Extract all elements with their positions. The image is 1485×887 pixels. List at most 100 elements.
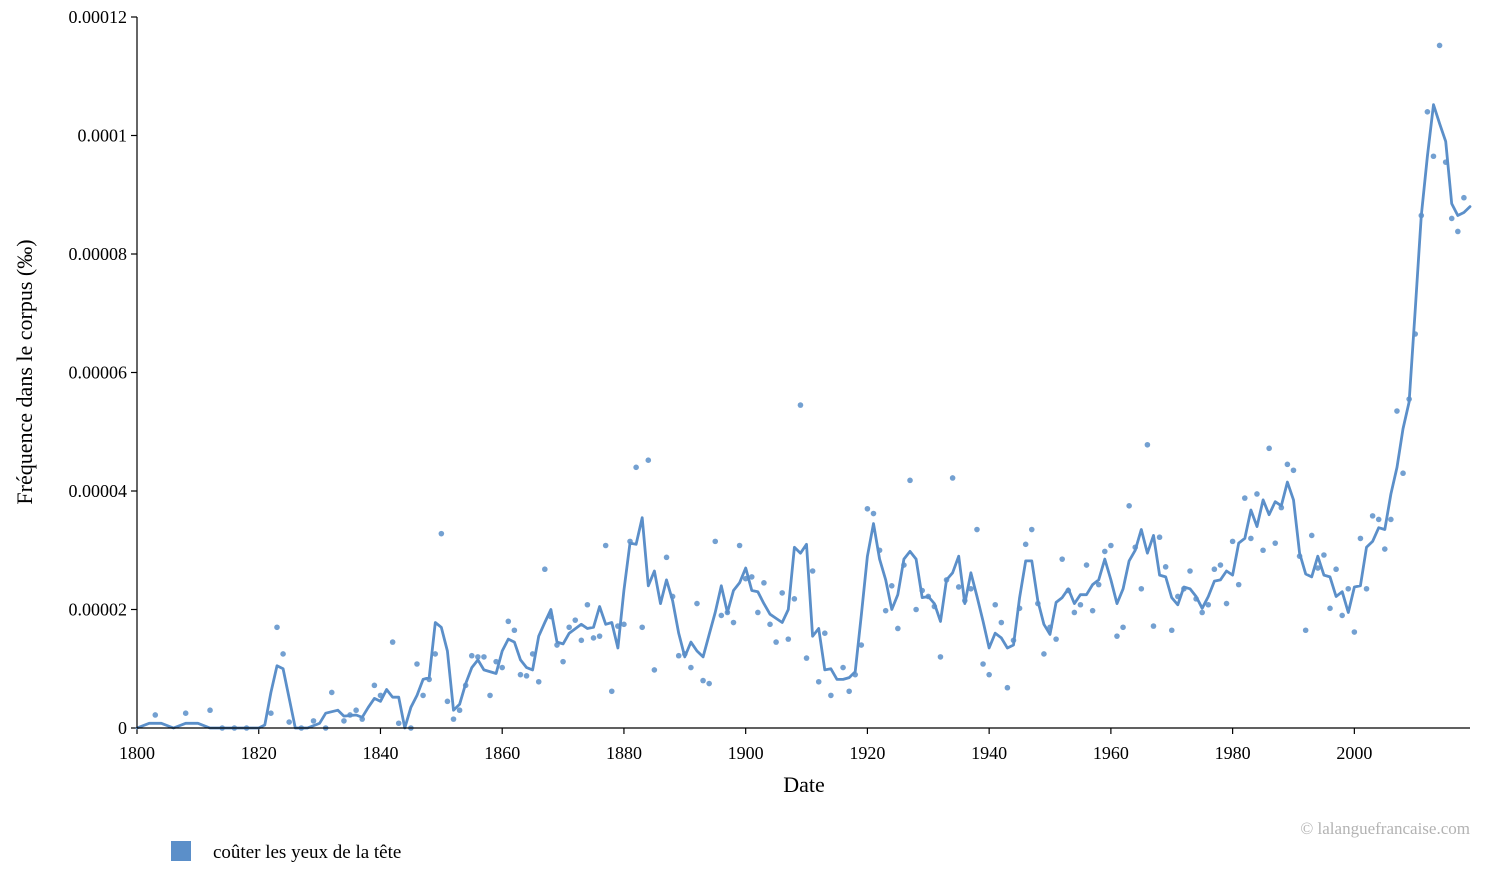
data-point (1095, 581, 1102, 588)
data-point (998, 619, 1005, 626)
data-point (694, 600, 700, 607)
data-point (1357, 535, 1364, 542)
y-axis-ticks: 0 0.00002 0.00004 0.00006 0.00008 0.0001 0.000… (69, 7, 137, 738)
data-point (761, 580, 767, 586)
x-axis-title: Date (783, 772, 825, 797)
data-point (590, 635, 597, 641)
data-point (1315, 565, 1321, 571)
data-point (1059, 556, 1065, 562)
data-point (1369, 513, 1376, 519)
data-point (1461, 194, 1467, 201)
x-axis-ticks: 1800 1820 1840 1860 1880 1900 1920 1940 1960 1980… (119, 728, 1372, 763)
data-point (1388, 516, 1394, 523)
data-point (542, 566, 548, 573)
legend-swatch (171, 841, 191, 861)
data-point (949, 475, 956, 481)
x-tick-label: 1820 (241, 743, 277, 763)
x-tick-label: 1980 (1215, 743, 1251, 763)
data-point (955, 584, 962, 590)
data-point (767, 621, 773, 628)
data-point (1126, 503, 1132, 509)
data-point (1004, 684, 1011, 691)
data-point (828, 692, 834, 699)
data-point (420, 692, 426, 699)
data-point (450, 716, 457, 722)
data-point (888, 583, 895, 589)
data-point (1199, 609, 1205, 616)
data-point (675, 652, 682, 659)
data-point (389, 639, 396, 645)
data-point (395, 720, 402, 727)
data-point (517, 671, 524, 678)
data-point (207, 707, 213, 714)
data-point (1041, 651, 1047, 657)
data-point (1339, 612, 1345, 619)
data-point (1187, 568, 1193, 574)
data-point (1345, 585, 1352, 592)
data-point (414, 661, 420, 667)
data-point (444, 698, 451, 705)
data-point (980, 661, 986, 667)
data-point (560, 658, 566, 665)
data-point (1114, 633, 1120, 639)
x-tick-label: 2000 (1336, 743, 1372, 763)
data-point (572, 617, 579, 623)
data-point (1455, 228, 1461, 235)
data-point (864, 505, 871, 512)
x-tick-label: 1800 (119, 743, 155, 763)
data-point (840, 664, 846, 671)
data-point (1235, 581, 1242, 588)
data-point (468, 652, 475, 659)
data-point (1071, 609, 1078, 616)
data-point (779, 590, 785, 596)
data-point (353, 707, 359, 714)
data-point (791, 596, 798, 602)
data-point (663, 554, 670, 561)
smoothed-lines (135, 103, 1472, 730)
series-line (135, 103, 1472, 730)
x-tick-label: 1860 (484, 743, 520, 763)
y-tick-label: 0.00012 (69, 7, 128, 27)
data-point (566, 624, 572, 631)
data-point (1375, 516, 1382, 523)
data-point (718, 612, 725, 619)
data-point (456, 707, 463, 714)
data-point (152, 712, 159, 718)
data-point (748, 574, 755, 580)
data-point (602, 542, 609, 549)
data-point (651, 667, 658, 673)
data-point (633, 464, 639, 471)
data-point (1424, 109, 1431, 115)
data-point (268, 710, 274, 716)
data-point (621, 621, 627, 628)
data-point (1430, 153, 1437, 160)
data-point (1053, 636, 1059, 642)
data-point (182, 710, 189, 716)
data-point (1101, 548, 1108, 555)
data-point (584, 601, 591, 608)
data-point (730, 619, 737, 626)
data-point (432, 651, 439, 657)
data-point (1205, 601, 1212, 608)
data-point (706, 680, 712, 687)
data-point (639, 624, 646, 631)
data-point (1381, 546, 1388, 552)
data-point (700, 677, 706, 684)
data-point (1248, 535, 1254, 542)
data-point (907, 477, 913, 484)
data-point (809, 568, 816, 574)
legend-label: coûter les yeux de la tête (213, 842, 401, 863)
data-point (341, 718, 347, 724)
data-point (1211, 566, 1218, 573)
data-point (895, 625, 901, 632)
x-tick-label: 1900 (728, 743, 764, 763)
data-point (1223, 600, 1230, 607)
data-point (822, 630, 828, 636)
data-point (481, 654, 487, 660)
x-tick-label: 1960 (1093, 743, 1129, 763)
y-tick-label: 0.00008 (69, 244, 128, 264)
raw-points (152, 42, 1467, 731)
data-point (1351, 629, 1358, 635)
y-tick-label: 0.00004 (69, 481, 128, 501)
data-point (913, 606, 919, 613)
